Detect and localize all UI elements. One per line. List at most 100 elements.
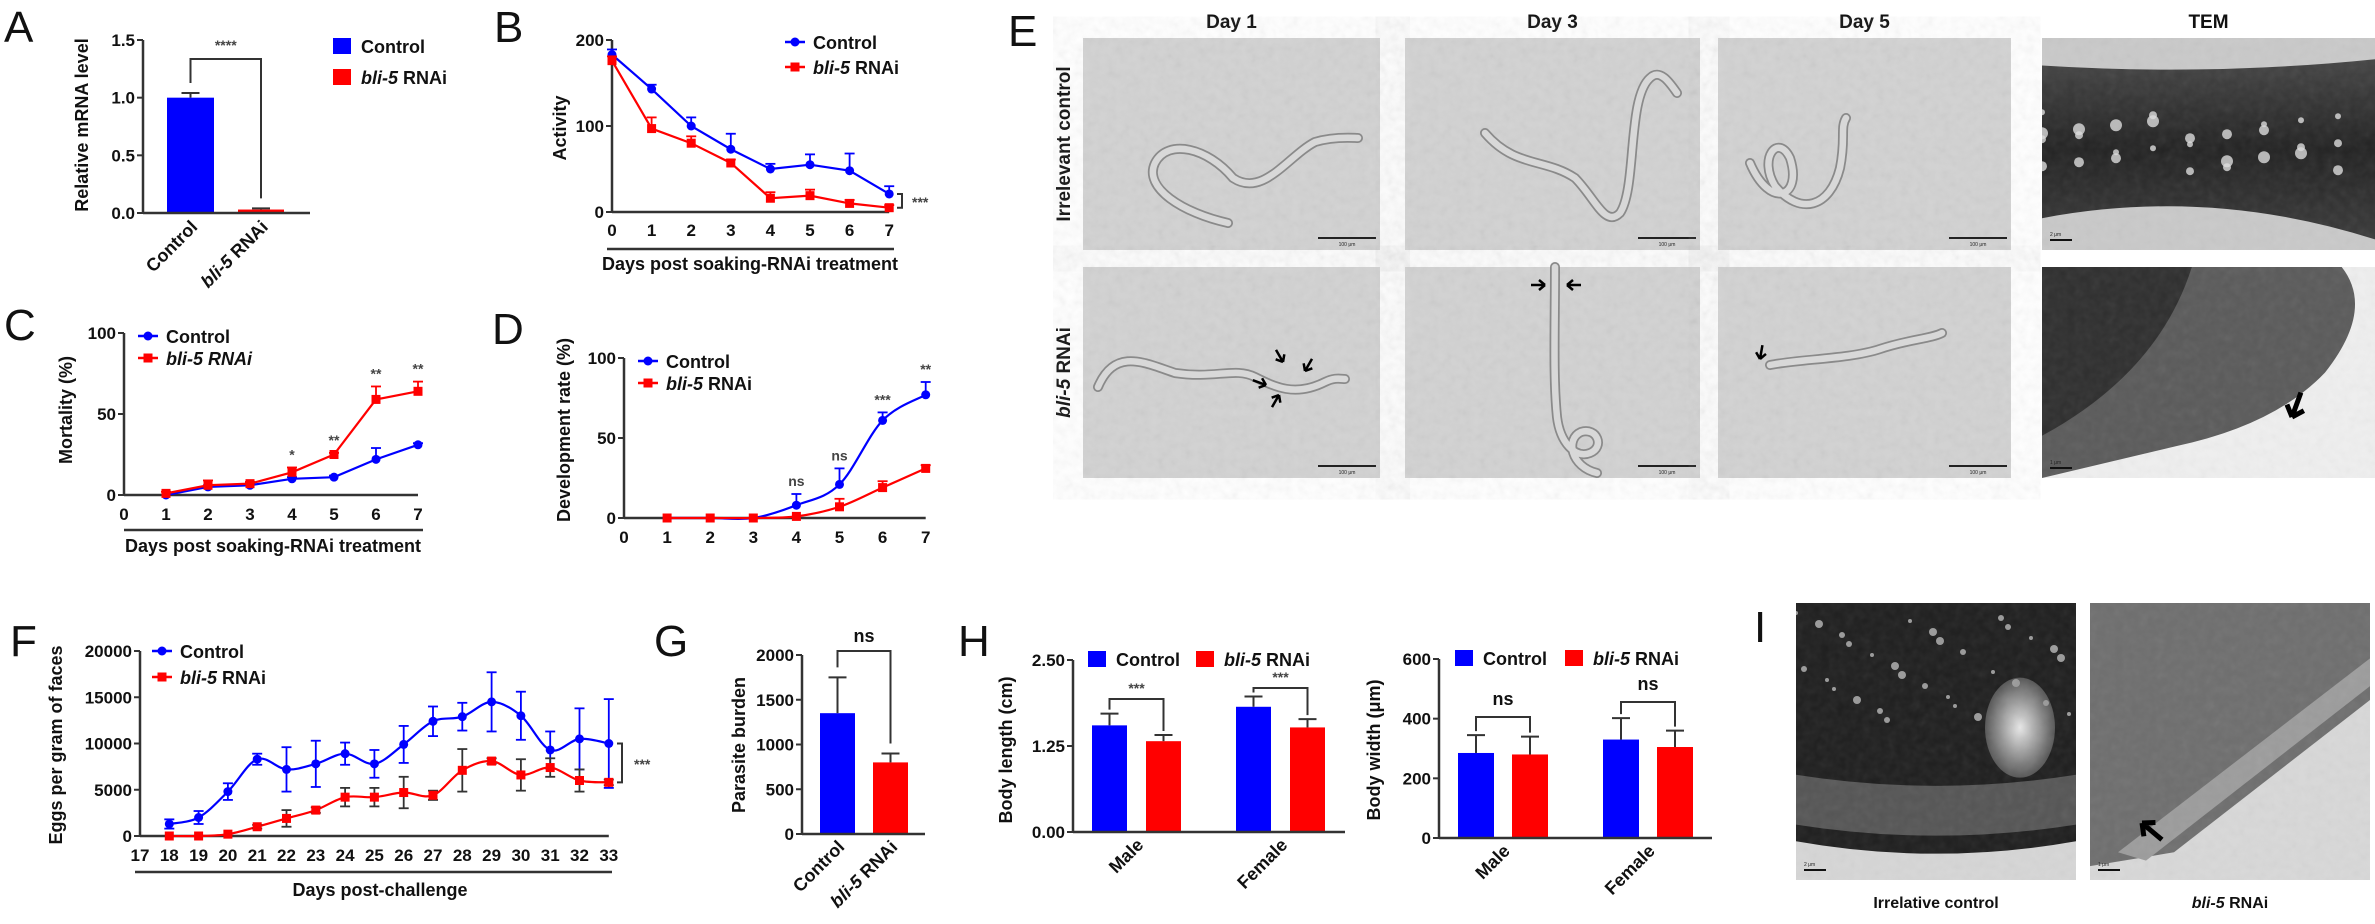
- significance-label: **: [920, 361, 931, 377]
- data-point: [143, 353, 153, 363]
- y-axis-title: Eggs per gram of faces: [46, 645, 66, 844]
- series-rnai: [662, 463, 931, 523]
- x-tick-label: 30: [511, 846, 530, 865]
- x-tick-label: 0: [619, 528, 628, 547]
- y-tick-label: 15000: [85, 688, 132, 707]
- x-tick-label: 0: [119, 505, 128, 524]
- arrow-icon: [1274, 349, 1286, 364]
- legend-item-rnai: bli-5 RNAi: [152, 668, 266, 688]
- x-tick-label: 4: [766, 221, 776, 240]
- data-point: [399, 788, 409, 798]
- data-point: [647, 124, 657, 134]
- row-title: bli-5 RNAi: [1054, 327, 1075, 418]
- data-point: [575, 734, 584, 744]
- y-tick-label: 50: [597, 429, 616, 448]
- y-tick-label: 200: [576, 31, 604, 50]
- significance-label: ns: [1637, 674, 1658, 694]
- data-point: [884, 189, 894, 199]
- scale-bar-label: 2 μm: [1804, 862, 1815, 868]
- y-tick-label: 0: [785, 825, 794, 844]
- x-tick-label: 25: [365, 846, 384, 865]
- significance-label: ns: [788, 473, 805, 489]
- y-axis-title: Body length (cm): [996, 676, 1016, 823]
- column-title: Day 5: [1839, 12, 1890, 33]
- series-control: [164, 671, 614, 830]
- arrow-icon: [1270, 393, 1282, 408]
- x-tick-label: 7: [413, 505, 422, 524]
- legend-label: bli-5 RNAi: [666, 374, 752, 394]
- legend-item-rnai: bli-5 RNAi: [1196, 650, 1310, 670]
- x-tick-label: 33: [599, 846, 618, 865]
- bar-control: [1236, 706, 1271, 832]
- significance-label: ***: [912, 194, 929, 210]
- significance-label: ***: [1128, 680, 1145, 696]
- x-tick-label: 2: [203, 505, 212, 524]
- gene-name: bli-5: [666, 374, 704, 394]
- series-line: [169, 700, 610, 826]
- arrow-icon: [2284, 391, 2306, 420]
- bar: [873, 762, 908, 834]
- data-point: [252, 754, 262, 764]
- significance-bracket: [617, 742, 623, 784]
- arrow-icon: [1566, 279, 1581, 291]
- y-tick-label: 20000: [85, 642, 132, 661]
- panel-i-tem: 2 μm 1 μm Irrelative control bli-5 RNAi: [1796, 603, 2370, 912]
- column-title: Day 1: [1206, 12, 1257, 33]
- data-point: [428, 716, 438, 726]
- x-tick-label: 4: [792, 528, 802, 547]
- x-tick-label: 26: [394, 846, 413, 865]
- panel-e-micrographs: Day 1 Day 3 Day 5 TEM Irrelevant control bli-…: [1054, 12, 2375, 478]
- data-point: [516, 770, 526, 780]
- data-point: [647, 84, 657, 94]
- caption: Irrelative control: [1873, 895, 1998, 912]
- micrograph-r2-c2: 100 μm: [1405, 262, 1700, 478]
- tem-texture: [2090, 603, 2370, 880]
- x-tick-label: 7: [921, 528, 930, 547]
- data-point: [194, 831, 204, 841]
- data-point: [835, 479, 844, 489]
- legend-label: bli-5 RNAi: [1593, 649, 1679, 669]
- gene-name: bli-5: [813, 58, 851, 78]
- legend-item-control: Control: [1088, 650, 1180, 670]
- micrograph-r1-c2: 100 μm: [1405, 38, 1700, 250]
- legend-label: bli-5 RNAi: [180, 668, 266, 688]
- data-point: [428, 790, 438, 800]
- worm-body: [1481, 71, 1681, 221]
- legend-label: bli-5 RNAi: [813, 58, 899, 78]
- worm-body: [1094, 358, 1349, 393]
- data-point: [575, 776, 584, 785]
- micrograph-texture: [1083, 38, 1380, 250]
- data-point: [921, 390, 931, 400]
- data-point: [845, 198, 855, 208]
- tem-texture: [2042, 38, 2375, 250]
- legend-item-rnai: bli-5 RNAi: [785, 58, 899, 78]
- data-point: [790, 37, 800, 47]
- bar: [820, 713, 855, 834]
- data-point: [878, 483, 888, 493]
- data-point: [157, 672, 167, 682]
- bar-rnai: [1657, 747, 1693, 838]
- data-point: [604, 777, 614, 787]
- data-point: [371, 394, 381, 404]
- x-tick-label: 5: [805, 221, 814, 240]
- data-point: [686, 121, 696, 131]
- arrow-icon: [1755, 344, 1767, 360]
- data-point: [340, 792, 350, 802]
- data-point: [413, 386, 423, 396]
- tem-image: [1796, 603, 2076, 880]
- data-point: [245, 479, 255, 489]
- y-tick-label: 600: [1403, 650, 1431, 669]
- tem-texture: [1796, 603, 2076, 880]
- y-tick-label: 2000: [756, 646, 794, 665]
- y-tick-label: 1.5: [111, 31, 135, 50]
- y-tick-label: 1000: [756, 736, 794, 755]
- scale-bar-label: 100 μm: [1970, 470, 1987, 476]
- panel-label-c: C: [4, 301, 36, 350]
- category-label: Female: [1233, 835, 1291, 893]
- column-title: Day 3: [1527, 12, 1578, 33]
- gene-suffix: RNAi: [850, 58, 899, 78]
- data-point: [282, 813, 291, 823]
- data-point: [765, 193, 775, 203]
